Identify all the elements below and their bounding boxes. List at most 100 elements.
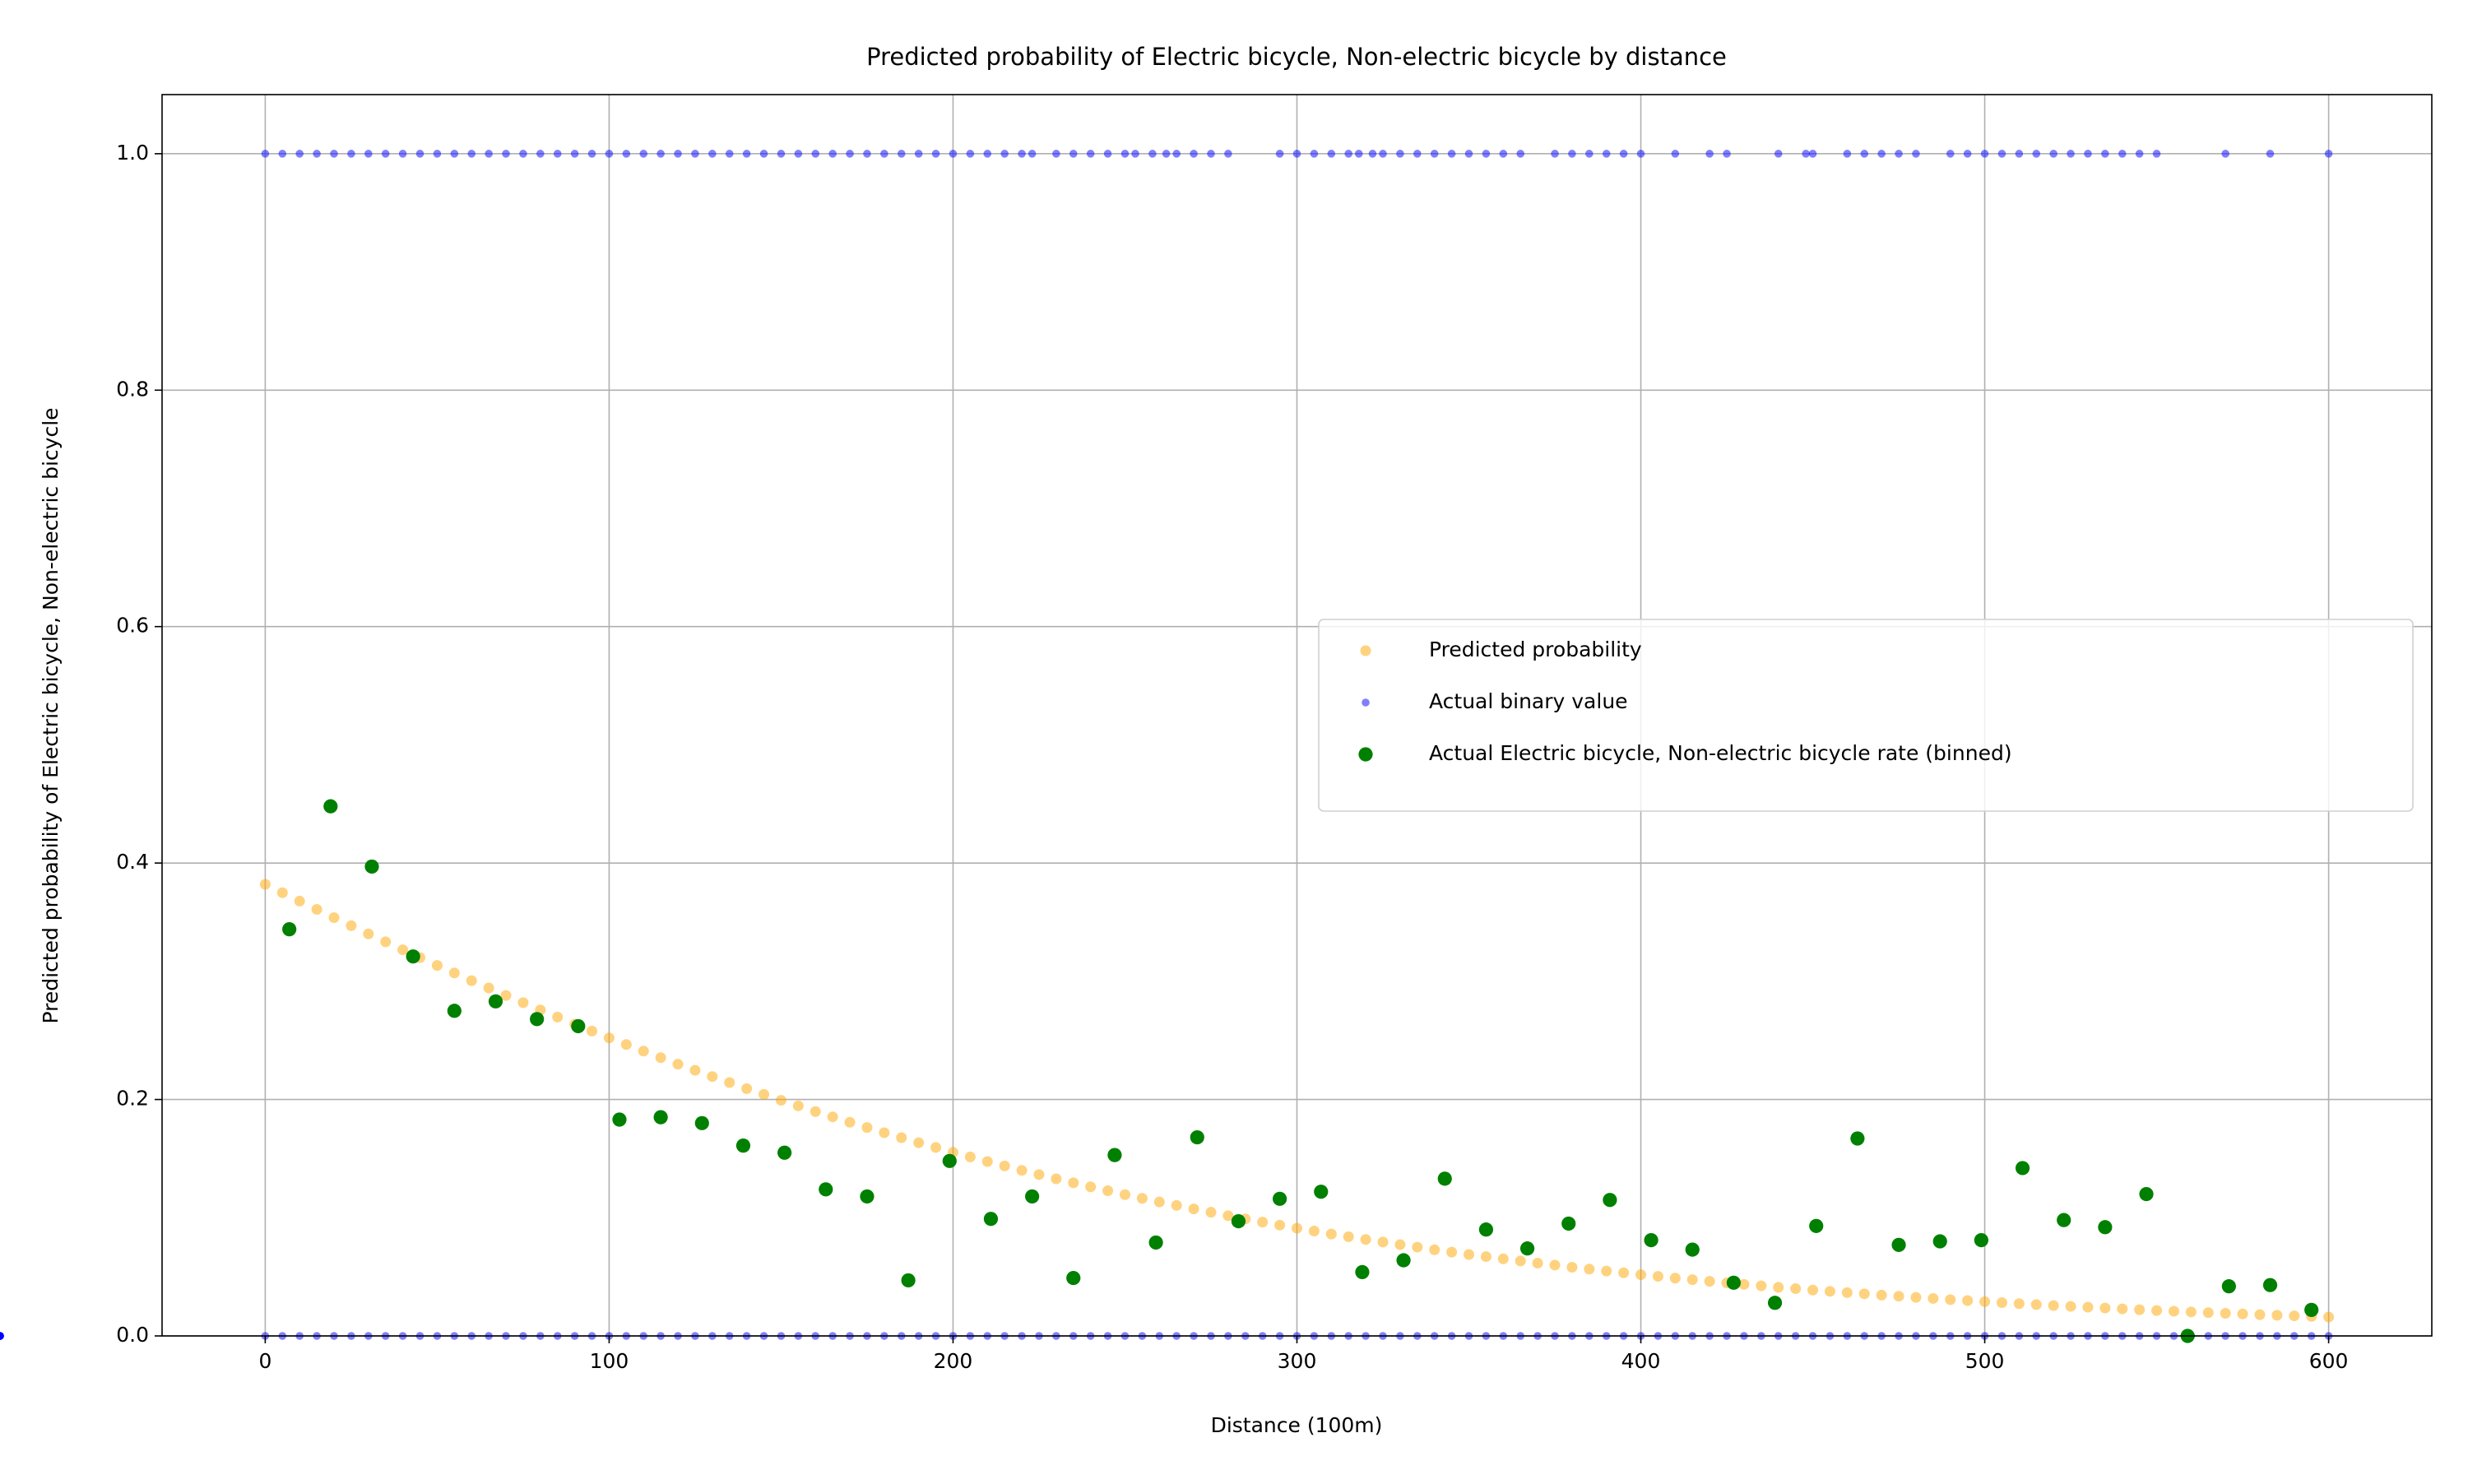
data-point xyxy=(1566,1262,1578,1273)
data-point xyxy=(1809,1218,1824,1233)
data-point xyxy=(2117,1303,2128,1315)
data-point xyxy=(2118,150,2127,158)
data-point xyxy=(1222,1210,1234,1222)
data-point xyxy=(1584,1264,1595,1275)
data-point xyxy=(587,150,596,158)
data-point xyxy=(466,975,477,986)
data-point xyxy=(1644,1232,1658,1248)
data-point xyxy=(313,150,321,158)
data-point xyxy=(1368,150,1377,158)
data-point xyxy=(1549,1259,1561,1271)
data-point xyxy=(1858,1288,1870,1300)
data-point xyxy=(1568,150,1576,158)
data-point xyxy=(1344,150,1353,158)
data-point xyxy=(295,150,304,158)
data-point xyxy=(1478,1222,1494,1237)
data-point xyxy=(1016,1165,1028,1176)
data-point xyxy=(1843,150,1852,158)
data-point xyxy=(398,150,407,158)
data-point xyxy=(2151,1305,2163,1316)
data-point xyxy=(2030,1299,2042,1310)
data-point xyxy=(2289,1310,2300,1322)
data-point xyxy=(694,1115,709,1130)
data-point xyxy=(1974,1232,1988,1248)
data-point xyxy=(282,922,297,937)
data-point xyxy=(381,150,390,158)
data-point xyxy=(879,1127,890,1139)
data-point xyxy=(2262,1278,2278,1292)
data-point xyxy=(1824,1286,1835,1297)
data-point xyxy=(2099,1302,2111,1314)
data-point xyxy=(1997,150,2006,158)
x-tick-label: 200 xyxy=(934,1349,973,1373)
data-point xyxy=(1979,1296,1991,1307)
data-point xyxy=(433,150,442,158)
data-point xyxy=(758,1088,770,1100)
data-point xyxy=(2266,150,2275,158)
data-point xyxy=(1274,1219,1286,1231)
data-point xyxy=(1131,150,1139,158)
data-point xyxy=(622,150,631,158)
legend-box xyxy=(1318,619,2414,812)
data-point xyxy=(261,150,270,158)
data-point xyxy=(1774,150,1783,158)
data-point xyxy=(1292,1222,1302,1234)
data-point xyxy=(1272,1191,1287,1206)
data-point xyxy=(1602,150,1611,158)
data-point xyxy=(364,859,379,874)
data-point xyxy=(259,879,271,890)
data-point xyxy=(363,928,374,939)
data-point xyxy=(1172,150,1181,158)
data-point xyxy=(517,997,529,1009)
data-point xyxy=(983,1212,999,1227)
legend-label: Predicted probability xyxy=(1429,638,1642,661)
x-tick-label: 300 xyxy=(1278,1349,1317,1373)
data-point xyxy=(1850,1131,1865,1146)
data-point xyxy=(1895,150,1903,158)
y-tick-label: 0.2 xyxy=(116,1087,149,1111)
data-point xyxy=(450,150,459,158)
data-point xyxy=(1430,150,1439,158)
data-point xyxy=(981,1156,993,1167)
data-point xyxy=(672,1059,684,1070)
data-point xyxy=(1532,1257,1543,1268)
data-point xyxy=(1396,150,1404,158)
data-point xyxy=(587,1025,598,1036)
data-point xyxy=(380,936,392,948)
data-point xyxy=(759,150,768,158)
data-point xyxy=(1377,1236,1389,1248)
data-point xyxy=(1028,150,1037,158)
data-point xyxy=(483,982,494,994)
data-point xyxy=(1877,150,1886,158)
data-point xyxy=(1480,1251,1491,1263)
data-point xyxy=(2185,1306,2197,1318)
data-point xyxy=(775,1095,786,1106)
data-point xyxy=(811,150,820,158)
legend-marker xyxy=(1358,747,1373,762)
data-point xyxy=(612,1112,627,1127)
data-point xyxy=(1738,1278,1750,1290)
data-point xyxy=(536,150,545,158)
data-point xyxy=(1085,1181,1097,1193)
data-point xyxy=(724,1077,735,1088)
data-point xyxy=(605,150,614,158)
data-point xyxy=(735,1139,751,1153)
data-point xyxy=(1205,1207,1217,1218)
data-point xyxy=(655,1052,666,1064)
data-point xyxy=(1767,1296,1783,1310)
data-point xyxy=(1437,1171,1452,1186)
data-point xyxy=(276,887,288,898)
data-point xyxy=(0,1332,4,1340)
data-point xyxy=(1354,150,1363,158)
data-point xyxy=(1603,1193,1617,1208)
data-point xyxy=(1601,1265,1612,1277)
data-point xyxy=(1107,1148,1122,1162)
data-point xyxy=(1190,1129,1204,1145)
data-point xyxy=(2135,150,2144,158)
data-point xyxy=(1561,1216,1576,1231)
data-point xyxy=(2271,1310,2283,1321)
data-point xyxy=(294,895,305,907)
y-tick-label: 1.0 xyxy=(116,141,149,165)
data-point xyxy=(1355,1264,1370,1279)
data-point xyxy=(930,1142,942,1153)
